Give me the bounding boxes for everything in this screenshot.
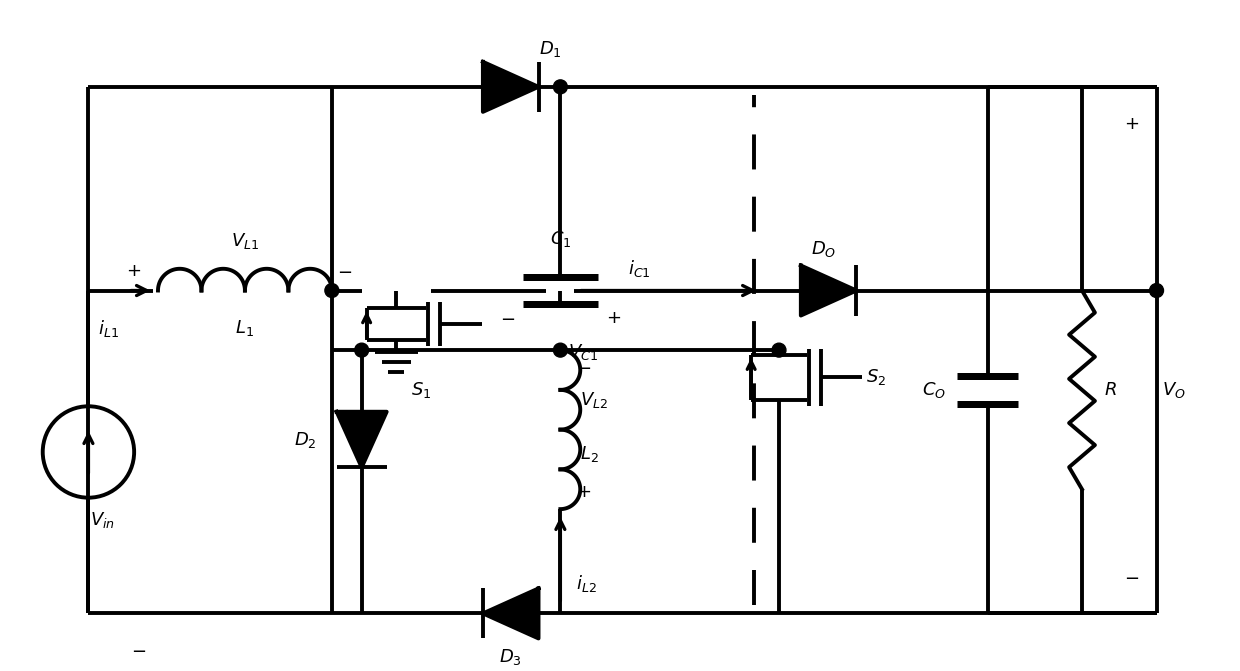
Circle shape: [553, 343, 568, 357]
Polygon shape: [482, 588, 538, 639]
Text: $D_2$: $D_2$: [294, 429, 317, 450]
Text: $+$: $+$: [1123, 115, 1138, 133]
Text: $C_O$: $C_O$: [921, 380, 946, 400]
Text: $S_2$: $S_2$: [867, 368, 887, 387]
Text: $C_1$: $C_1$: [549, 229, 572, 249]
Circle shape: [553, 80, 568, 94]
Text: $-$: $-$: [337, 262, 352, 280]
Text: $-$: $-$: [577, 358, 591, 376]
Circle shape: [1149, 284, 1163, 297]
Circle shape: [773, 343, 786, 357]
Text: $V_{C1}$: $V_{C1}$: [568, 342, 599, 362]
Text: $-$: $-$: [1123, 568, 1138, 586]
Text: $L_2$: $L_2$: [580, 444, 599, 464]
Text: $V_{L2}$: $V_{L2}$: [580, 390, 609, 410]
Text: $+$: $+$: [606, 309, 621, 327]
Polygon shape: [336, 412, 387, 468]
Text: $V_{in}$: $V_{in}$: [91, 509, 115, 529]
Text: $V_O$: $V_O$: [1162, 380, 1185, 400]
Circle shape: [355, 343, 368, 357]
Polygon shape: [801, 266, 857, 315]
Text: $D_3$: $D_3$: [500, 647, 522, 667]
Text: $i_{L1}$: $i_{L1}$: [98, 318, 119, 339]
Text: $D_1$: $D_1$: [538, 39, 562, 59]
Text: $D_O$: $D_O$: [811, 239, 836, 259]
Text: $V_{L1}$: $V_{L1}$: [231, 231, 259, 251]
Text: $S_1$: $S_1$: [412, 380, 432, 400]
Text: $-$: $-$: [130, 641, 145, 659]
Text: $+$: $+$: [126, 262, 141, 280]
Circle shape: [325, 284, 339, 297]
Text: $L_1$: $L_1$: [236, 318, 254, 338]
Text: $-$: $-$: [500, 309, 515, 327]
Polygon shape: [482, 62, 538, 112]
Text: $i_{C1}$: $i_{C1}$: [627, 258, 651, 279]
Text: $+$: $+$: [577, 483, 591, 501]
Text: $i_{L2}$: $i_{L2}$: [577, 573, 596, 594]
Text: $R$: $R$: [1104, 381, 1117, 399]
